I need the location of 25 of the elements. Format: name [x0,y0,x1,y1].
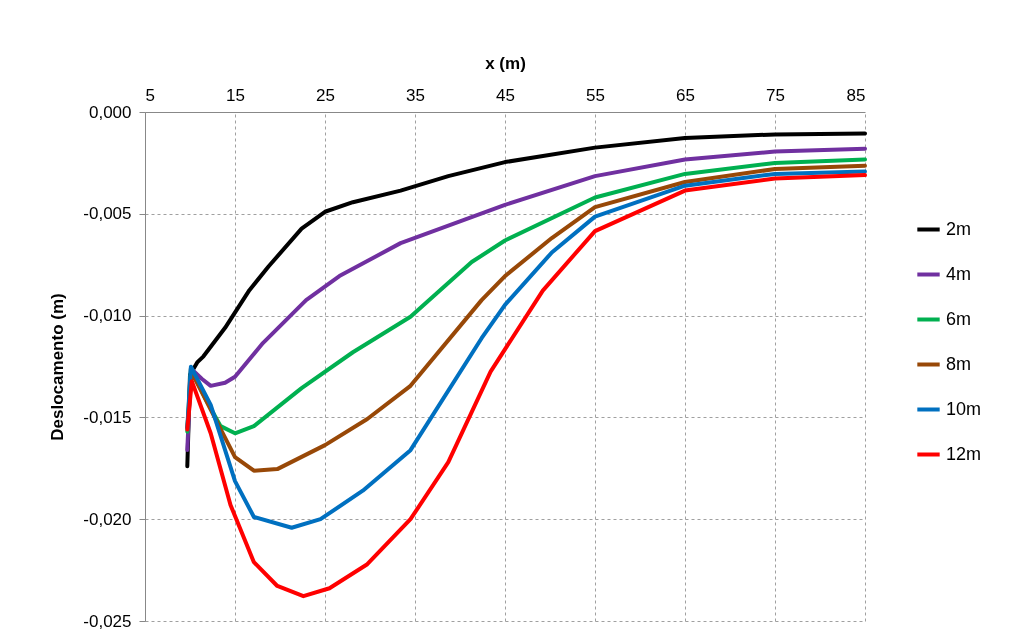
x-tick-label: 75 [766,85,785,105]
line-series [185,173,867,599]
legend-label: 12m [946,443,982,464]
y-tick-label: -0,025 [83,611,132,630]
y-tick-label: -0,010 [83,306,132,326]
y-tick-label: -0,015 [83,407,132,427]
legend-label: 2m [946,218,972,239]
x-tick-label: 45 [496,85,515,105]
y-tick-label: -0,020 [83,509,132,529]
legend-label: 10m [946,398,982,419]
x-tick-label: 65 [676,85,695,105]
x-tick-label: 25 [316,85,335,105]
legend-label: 4m [946,263,972,284]
y-axis-title: Deslocamento (m) [48,293,68,441]
legend-label: 8m [946,353,972,374]
y-tick-label: 0,000 [88,102,132,122]
x-axis-title: x (m) [485,53,526,73]
line-series [185,169,867,530]
x-tick-label: 35 [406,85,425,105]
x-tick-label: 85 [846,85,866,105]
x-tick-label: 5 [145,85,155,105]
legend-label: 6m [946,308,972,329]
y-tick-label: -0,005 [83,204,132,224]
x-tick-label: 15 [226,85,245,105]
x-tick-label: 55 [586,85,605,105]
